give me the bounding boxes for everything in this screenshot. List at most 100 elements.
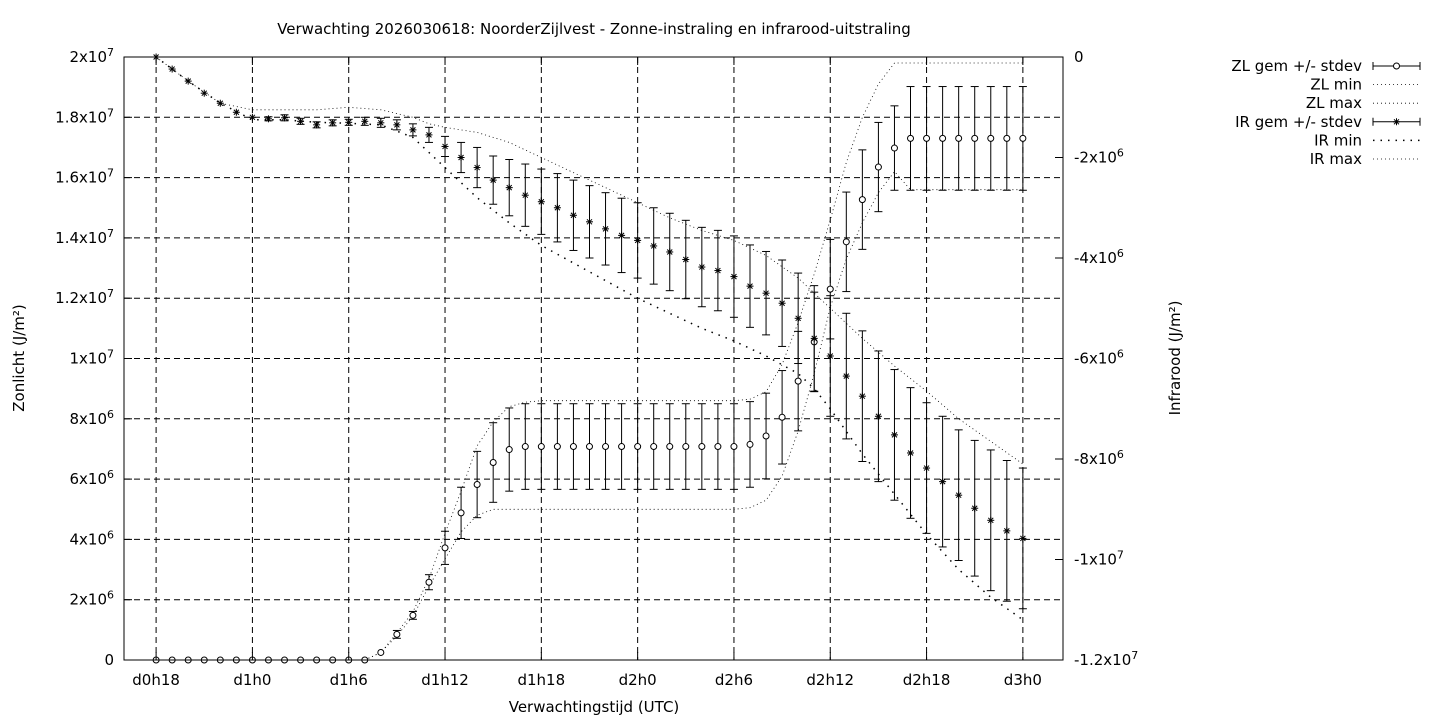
x-tick-label: d2h6 (715, 671, 753, 689)
data-point (313, 121, 321, 129)
data-point (890, 431, 898, 439)
data-point (955, 134, 963, 142)
data-point (890, 144, 898, 152)
data-point (264, 115, 272, 123)
y2-tick-label: -2x106 (1074, 147, 1124, 167)
data-point (457, 509, 465, 517)
data-point (281, 114, 289, 122)
data-point (698, 443, 706, 451)
data-point (730, 443, 738, 451)
x-tick-label: d0h18 (132, 671, 180, 689)
y2-axis-ticks: 0 -2x106 -4x106 -6x106 -8x106 -1x107 -1.2x107 (1055, 48, 1138, 669)
y-tick-label: 2x107 (69, 46, 114, 66)
y-tick-label: 0 (104, 651, 114, 669)
legend-label: IR max (1310, 150, 1362, 168)
legend-item: IR gem +/- stdev (1235, 113, 1421, 131)
data-point (441, 142, 449, 150)
data-point (939, 134, 947, 142)
y2-tick-label: -1x107 (1074, 549, 1124, 569)
y-tick-label: 4x106 (69, 528, 114, 548)
data-point (537, 443, 545, 451)
data-point (794, 377, 802, 385)
x-tick-label: d2h18 (903, 671, 951, 689)
legend-label: ZL gem +/- stdev (1231, 57, 1362, 75)
data-point (489, 459, 497, 467)
data-point (505, 446, 513, 454)
data-point (971, 134, 979, 142)
data-point (698, 263, 706, 271)
x-tick-label: d2h12 (806, 671, 854, 689)
data-point (393, 630, 401, 638)
y-axis-ticks: 0 2x106 4x106 6x106 8x106 1x107 1.2x107 1.4x107… (55, 46, 132, 669)
data-point (762, 289, 770, 297)
data-point (441, 544, 449, 552)
data-point (874, 412, 882, 420)
data-point (634, 236, 642, 244)
data-point (955, 491, 963, 499)
data-point (858, 392, 866, 400)
ir-max-line (155, 56, 1024, 465)
x-tick-label: d1h18 (517, 671, 565, 689)
data-point (858, 196, 866, 204)
data-point (473, 164, 481, 172)
y2-tick-label: -1.2x107 (1074, 649, 1138, 669)
x-tick-label: d1h12 (421, 671, 469, 689)
data-point (746, 282, 754, 290)
data-point (569, 211, 577, 219)
data-point (585, 443, 593, 451)
data-point (618, 443, 626, 451)
data-point (1003, 527, 1011, 535)
data-point (505, 184, 513, 192)
data-point (682, 443, 690, 451)
data-point (489, 176, 497, 184)
data-point (714, 267, 722, 275)
legend-marker (1393, 62, 1400, 70)
data-point (585, 218, 593, 226)
y-axis-label: Zonlicht (J/m²) (10, 304, 28, 412)
data-point (907, 449, 915, 457)
data-point (409, 611, 417, 619)
y-tick-label: 6x106 (69, 468, 114, 488)
data-point (553, 204, 561, 212)
data-point (602, 225, 610, 233)
legend-label: ZL min (1310, 76, 1362, 94)
data-point (923, 464, 931, 472)
data-point (826, 285, 834, 293)
chart-title: Verwachting 2026030618: NoorderZijlvest … (277, 20, 911, 38)
data-point (329, 119, 337, 127)
data-point (714, 443, 722, 451)
data-point (618, 231, 626, 239)
y-tick-label: 1.6x107 (55, 167, 114, 187)
data-point (1019, 134, 1027, 142)
data-point (393, 121, 401, 129)
y2-tick-label: -8x106 (1074, 448, 1124, 468)
data-point (521, 443, 529, 451)
data-point (248, 113, 256, 121)
data-point (602, 443, 610, 451)
data-point (361, 117, 369, 125)
data-point (971, 504, 979, 512)
y2-tick-label: -6x106 (1074, 348, 1124, 368)
data-point (1019, 534, 1027, 542)
x-tick-label: d2h0 (619, 671, 657, 689)
data-point (425, 131, 433, 139)
legend-item: ZL max (1306, 94, 1420, 112)
data-point (553, 443, 561, 451)
data-point (650, 242, 658, 250)
data-point (730, 273, 738, 281)
data-point (521, 191, 529, 199)
data-point (457, 154, 465, 161)
data-point (425, 578, 433, 586)
data-point (987, 516, 995, 524)
legend-marker (1393, 118, 1400, 126)
data-point (666, 443, 674, 451)
x-axis-ticks: d0h18 d1h0 d1h6 d1h12 d1h18 d2h0 d2h6 d2h12 d2h1… (132, 57, 1042, 689)
data-point (842, 372, 850, 380)
data-point (826, 352, 834, 360)
y2-tick-label: -4x106 (1074, 247, 1124, 267)
data-point (1003, 134, 1011, 142)
x-tick-label: d1h6 (330, 671, 368, 689)
data-point (746, 440, 754, 448)
